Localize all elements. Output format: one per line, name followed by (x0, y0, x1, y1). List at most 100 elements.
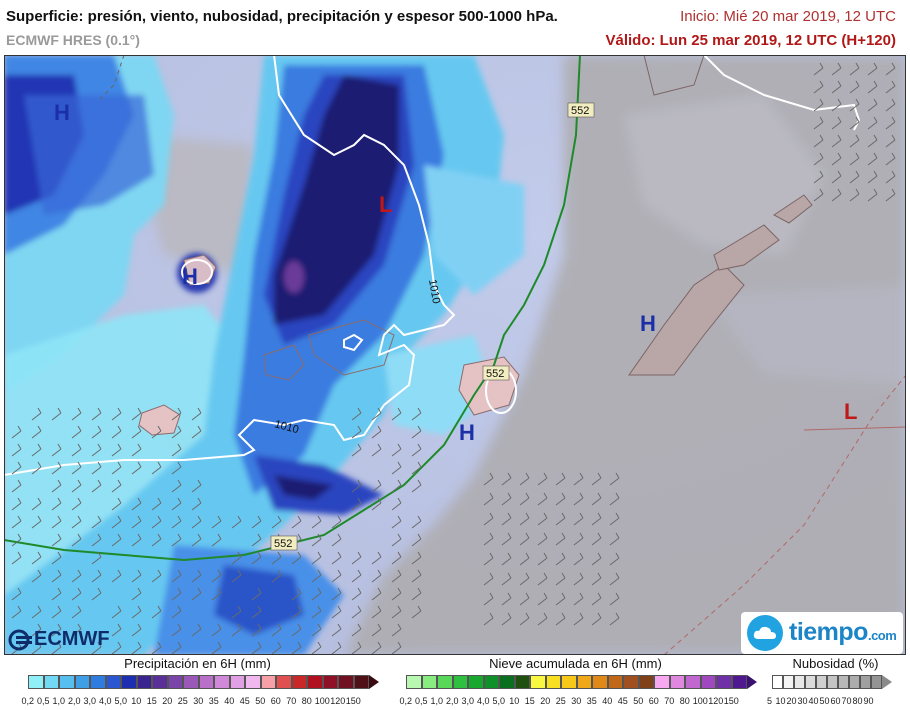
thickness-label: 552 (486, 368, 504, 380)
legend-tick-label: 40 (808, 696, 819, 706)
legend-swatch (276, 675, 292, 689)
legend-tick-label: 5,0 (113, 696, 129, 706)
cloud-legend: Nubosidad (%) 5 10 20 30 40 50 60 70 80 90 (768, 656, 903, 710)
legend-swatch (338, 675, 354, 689)
legend-swatch (183, 675, 199, 689)
legend-swatch (106, 675, 122, 689)
legend-swatch (701, 675, 717, 689)
legend-arrow-icon (369, 675, 379, 689)
legend-swatch (772, 675, 783, 689)
legend-tick-label: 60 (830, 696, 841, 706)
legend-tick-label: 80 (852, 696, 863, 706)
legend-tick-label: 0,5 (414, 696, 430, 706)
legend-swatch (592, 675, 608, 689)
weather-map[interactable]: 1010 1010 552 552 552 H H L H H L (4, 55, 906, 655)
legend-tick-label: 100 (693, 696, 709, 706)
legend-swatch (827, 675, 838, 689)
legend-tick-label: 30 (191, 696, 207, 706)
legend-tick-label: 15 (144, 696, 160, 706)
legend-tick-label: 0,2 (398, 696, 414, 706)
tiempo-logo-text: tiempo (789, 618, 868, 646)
legend-arrow-icon (747, 675, 757, 689)
legend-swatch (783, 675, 794, 689)
legend-swatch (137, 675, 153, 689)
legend-tick-label: 2,0 (445, 696, 461, 706)
snow-legend-bar (406, 675, 757, 689)
cloud-legend-ticks: 5 10 20 30 40 50 60 70 80 90 (764, 696, 874, 706)
legend-tick-label: 3,0 (82, 696, 98, 706)
snow-legend-title: Nieve acumulada en 6H (mm) (398, 656, 753, 671)
legend-tick-label: 20 (538, 696, 554, 706)
legend-swatch (437, 675, 453, 689)
legend-swatch (199, 675, 215, 689)
legend-tick-label: 5,0 (491, 696, 507, 706)
legend-swatch (654, 675, 670, 689)
legend-tick-label: 35 (206, 696, 222, 706)
legend-swatch (623, 675, 639, 689)
pressure-center-low: L (379, 192, 392, 217)
thickness-label: 552 (274, 538, 292, 550)
legend-tick-label: 50 (819, 696, 830, 706)
snow-legend: Nieve acumulada en 6H (mm) 0,2 0,5 1,0 2,0 3… (398, 656, 753, 710)
legend-swatch (168, 675, 184, 689)
legend-swatch (75, 675, 91, 689)
legend-swatch (59, 675, 75, 689)
legend-tick-label: 120 (708, 696, 724, 706)
valid-time: Válido: Lun 25 mar 2019, 12 UTC (H+120) (605, 32, 896, 49)
legend-tick-label: 45 (615, 696, 631, 706)
legend-swatch (639, 675, 655, 689)
legend-swatch (468, 675, 484, 689)
legend-swatch (406, 675, 422, 689)
legend-swatch (90, 675, 106, 689)
legend-swatch (685, 675, 701, 689)
legend-tick-label: 4,0 (476, 696, 492, 706)
legend-tick-label: 3,0 (460, 696, 476, 706)
legend-tick-label: 20 (160, 696, 176, 706)
legend-swatch (577, 675, 593, 689)
legend-swatch (323, 675, 339, 689)
legend-arrow-icon (882, 675, 892, 689)
legend-swatch (422, 675, 438, 689)
legend-tick-label: 40 (222, 696, 238, 706)
snow-legend-ticks: 0,2 0,5 1,0 2,0 3,0 4,0 5,0 10 15 20 25 30 35 40 45 50 6… (398, 696, 739, 706)
legend-swatch (561, 675, 577, 689)
init-time: Inicio: Mié 20 mar 2019, 12 UTC (680, 8, 896, 25)
legend-tick-label: 10 (775, 696, 786, 706)
legend-tick-label: 25 (553, 696, 569, 706)
legend-tick-label: 0,5 (36, 696, 52, 706)
legend-tick-label: 150 (346, 696, 362, 706)
legend-swatch (307, 675, 323, 689)
pressure-center-high: H (640, 311, 656, 336)
legend-swatch (245, 675, 261, 689)
legend-tick-label: 10 (507, 696, 523, 706)
legend-tick-label: 1,0 (429, 696, 445, 706)
legend-tick-label: 50 (253, 696, 269, 706)
legend-tick-label: 30 (569, 696, 585, 706)
precip-legend: Precipitación en 6H (mm) 0,2 0,5 1,0 2,0 3,0… (20, 656, 375, 710)
legend-swatch (530, 675, 546, 689)
legend-swatch (816, 675, 827, 689)
legend-tick-label: 70 (662, 696, 678, 706)
cloud-legend-title: Nubosidad (%) (768, 656, 903, 671)
legend-swatch (805, 675, 816, 689)
legend-swatch (515, 675, 531, 689)
legend-swatch (152, 675, 168, 689)
legend-swatch (499, 675, 515, 689)
header: Superficie: presión, viento, nubosidad, … (0, 0, 910, 54)
cloud-icon (747, 615, 783, 651)
legend-swatch (44, 675, 60, 689)
tiempo-logo[interactable]: tiempo.com (741, 612, 903, 654)
legend-swatch (860, 675, 871, 689)
legend-swatch (453, 675, 469, 689)
legend-tick-label: 2,0 (67, 696, 83, 706)
legend-swatch (608, 675, 624, 689)
legend-swatch (732, 675, 748, 689)
precip-legend-title: Precipitación en 6H (mm) (20, 656, 375, 671)
legend-swatch (716, 675, 732, 689)
precip-legend-ticks: 0,2 0,5 1,0 2,0 3,0 4,0 5,0 10 15 20 25 30 35 40 45 50 6… (20, 696, 361, 706)
legend-tick-label: 15 (522, 696, 538, 706)
legend-tick-label: 4,0 (98, 696, 114, 706)
legend-tick-label: 40 (600, 696, 616, 706)
legend-tick-label: 60 (646, 696, 662, 706)
legend-swatch (354, 675, 370, 689)
